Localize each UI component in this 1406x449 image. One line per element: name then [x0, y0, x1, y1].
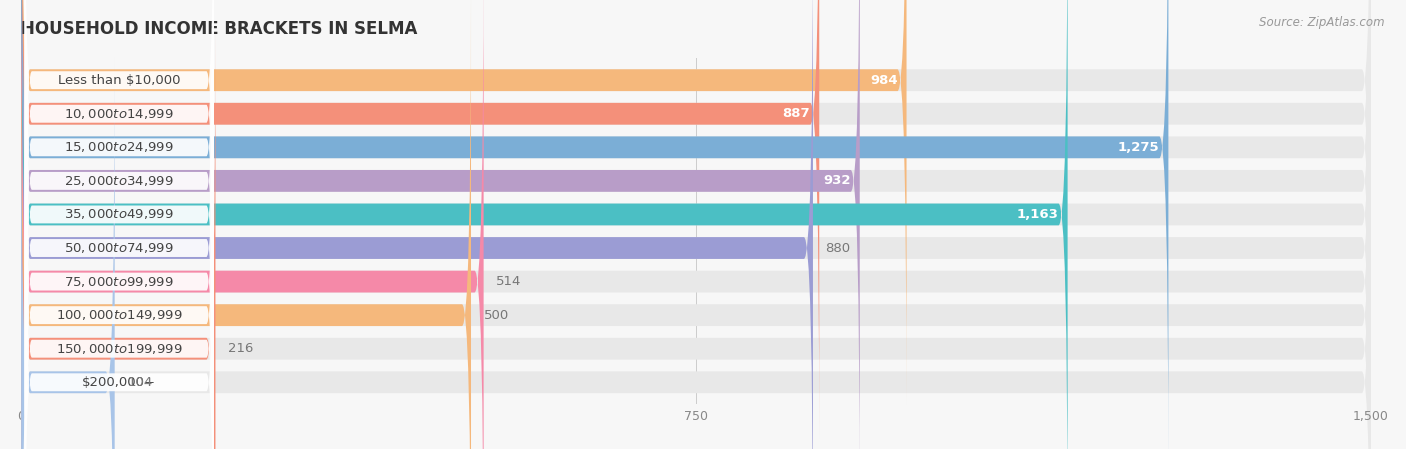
FancyBboxPatch shape — [25, 0, 214, 449]
FancyBboxPatch shape — [21, 0, 1371, 449]
Text: 216: 216 — [228, 342, 253, 355]
Text: $10,000 to $14,999: $10,000 to $14,999 — [65, 107, 174, 121]
Text: 887: 887 — [783, 107, 810, 120]
Text: 984: 984 — [870, 74, 897, 87]
FancyBboxPatch shape — [21, 0, 907, 405]
Text: $150,000 to $199,999: $150,000 to $199,999 — [56, 342, 183, 356]
Text: HOUSEHOLD INCOME BRACKETS IN SELMA: HOUSEHOLD INCOME BRACKETS IN SELMA — [21, 20, 418, 38]
FancyBboxPatch shape — [21, 57, 115, 449]
FancyBboxPatch shape — [25, 0, 214, 449]
FancyBboxPatch shape — [21, 0, 1371, 405]
Text: $35,000 to $49,999: $35,000 to $49,999 — [65, 207, 174, 221]
Text: $50,000 to $74,999: $50,000 to $74,999 — [65, 241, 174, 255]
Text: $25,000 to $34,999: $25,000 to $34,999 — [65, 174, 174, 188]
FancyBboxPatch shape — [21, 24, 215, 449]
FancyBboxPatch shape — [21, 0, 820, 439]
Text: 880: 880 — [825, 242, 851, 255]
Text: 514: 514 — [496, 275, 522, 288]
FancyBboxPatch shape — [21, 0, 471, 449]
Text: $75,000 to $99,999: $75,000 to $99,999 — [65, 275, 174, 289]
Text: 932: 932 — [824, 174, 851, 187]
Text: 104: 104 — [128, 376, 152, 389]
Text: 1,275: 1,275 — [1118, 141, 1160, 154]
FancyBboxPatch shape — [25, 56, 214, 449]
Text: Less than $10,000: Less than $10,000 — [58, 74, 180, 87]
Text: 1,163: 1,163 — [1017, 208, 1059, 221]
FancyBboxPatch shape — [25, 123, 214, 449]
Text: $15,000 to $24,999: $15,000 to $24,999 — [65, 141, 174, 154]
FancyBboxPatch shape — [21, 0, 1168, 449]
Text: Source: ZipAtlas.com: Source: ZipAtlas.com — [1260, 16, 1385, 29]
FancyBboxPatch shape — [25, 0, 214, 440]
FancyBboxPatch shape — [21, 0, 859, 449]
FancyBboxPatch shape — [21, 57, 1371, 449]
FancyBboxPatch shape — [25, 0, 214, 373]
FancyBboxPatch shape — [25, 22, 214, 449]
FancyBboxPatch shape — [21, 0, 1371, 449]
FancyBboxPatch shape — [21, 0, 1371, 439]
FancyBboxPatch shape — [21, 0, 1371, 449]
FancyBboxPatch shape — [25, 0, 214, 340]
FancyBboxPatch shape — [21, 24, 1371, 449]
Text: $200,000+: $200,000+ — [82, 376, 156, 389]
FancyBboxPatch shape — [21, 0, 1067, 449]
Text: $100,000 to $149,999: $100,000 to $149,999 — [56, 308, 183, 322]
FancyBboxPatch shape — [21, 0, 484, 449]
Text: 500: 500 — [484, 308, 509, 321]
FancyBboxPatch shape — [25, 89, 214, 449]
FancyBboxPatch shape — [21, 0, 1371, 449]
FancyBboxPatch shape — [21, 0, 813, 449]
FancyBboxPatch shape — [25, 0, 214, 407]
FancyBboxPatch shape — [21, 0, 1371, 449]
FancyBboxPatch shape — [21, 0, 1371, 449]
